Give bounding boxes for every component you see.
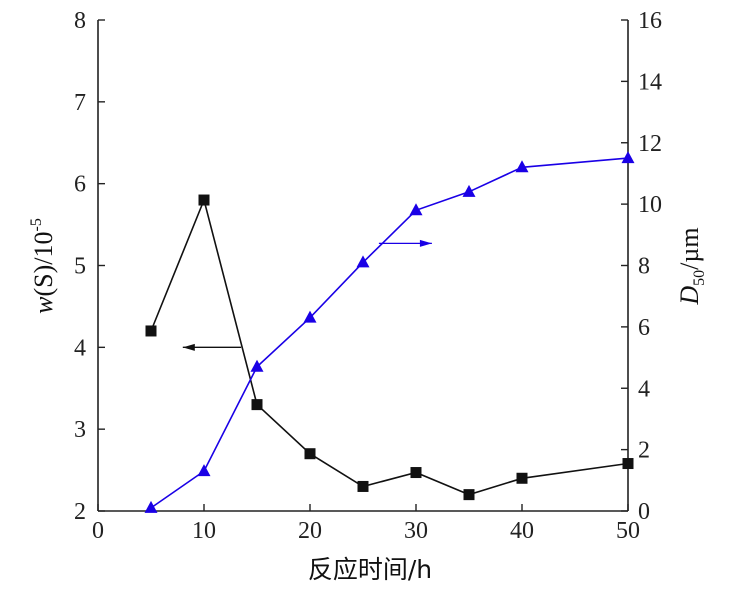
data-point-triangle xyxy=(621,151,635,164)
data-point-square xyxy=(198,194,210,206)
series-triangle xyxy=(144,151,635,513)
y-right-title-tail: /µm xyxy=(675,227,704,269)
arrow-head xyxy=(182,343,195,351)
x-axis-title: 反应时间/h xyxy=(308,555,432,584)
x-tick-label: 30 xyxy=(404,518,428,544)
y-left-tick-label: 4 xyxy=(74,335,86,361)
series-square xyxy=(145,194,634,501)
data-point-square xyxy=(516,472,528,484)
data-point-triangle xyxy=(250,359,264,372)
y-right-tick-label: 4 xyxy=(638,376,650,402)
y-axis-left-title: w(S)/10-5 xyxy=(28,218,58,314)
y-right-title-sub: 50 xyxy=(691,270,708,286)
y-right-tick-label: 6 xyxy=(638,315,650,341)
annotation-layer xyxy=(182,239,432,351)
data-point-triangle xyxy=(144,500,158,513)
data-point-triangle xyxy=(356,255,370,268)
y-left-tick-label: 3 xyxy=(74,417,86,443)
y-left-tick-label: 8 xyxy=(74,8,86,34)
y-right-tick-label: 10 xyxy=(638,192,662,218)
data-point-triangle xyxy=(409,203,423,216)
y-left-tick-label: 5 xyxy=(74,254,86,280)
data-point-triangle xyxy=(462,184,476,197)
data-point-square xyxy=(410,467,422,479)
y-left-title-main: w xyxy=(29,296,58,314)
ticks xyxy=(97,19,629,512)
data-point-square xyxy=(463,489,475,501)
data-point-square xyxy=(622,458,634,470)
y-right-title-main: D xyxy=(675,286,704,306)
y-left-title-mid: (S)/10 xyxy=(29,231,58,296)
x-tick-label: 40 xyxy=(510,518,534,544)
series-layer xyxy=(144,151,635,513)
y-right-tick-label: 12 xyxy=(638,131,662,157)
x-tick-label: 0 xyxy=(92,518,104,544)
data-point-square xyxy=(145,325,157,337)
series-line xyxy=(150,157,629,509)
data-point-triangle xyxy=(515,160,529,173)
y-right-tick-label: 2 xyxy=(638,438,650,464)
arrow-left xyxy=(182,343,242,351)
data-point-square xyxy=(357,480,369,492)
x-tick-label: 20 xyxy=(298,518,322,544)
data-point-square xyxy=(251,399,263,411)
y-left-tick-label: 6 xyxy=(74,172,86,198)
y-right-tick-label: 0 xyxy=(638,499,650,525)
y-left-tick-label: 7 xyxy=(74,90,86,116)
y-left-tick-label: 2 xyxy=(74,499,86,525)
y-left-title-sup: -5 xyxy=(28,218,45,231)
y-right-tick-label: 8 xyxy=(638,254,650,280)
arrow-right xyxy=(378,239,432,247)
y-axis-right-title: D50/µm xyxy=(675,227,708,305)
x-tick-label: 50 xyxy=(616,518,640,544)
data-point-square xyxy=(304,448,316,460)
arrow-head xyxy=(419,239,432,247)
y-right-tick-label: 14 xyxy=(638,69,662,95)
data-point-triangle xyxy=(303,310,317,323)
x-tick-label: 10 xyxy=(192,518,216,544)
y-right-tick-label: 16 xyxy=(638,8,662,34)
data-point-triangle xyxy=(197,464,211,477)
